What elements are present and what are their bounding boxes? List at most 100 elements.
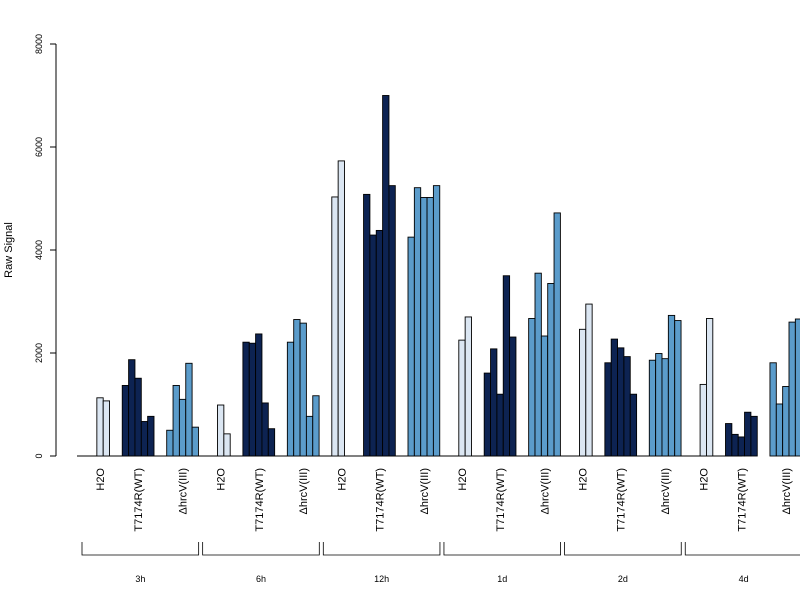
bar <box>483 372 492 457</box>
bars <box>77 95 800 457</box>
time-bracket <box>81 542 200 556</box>
y-tick-label: 4000 <box>34 240 44 260</box>
bar <box>464 316 472 457</box>
bar <box>375 229 384 457</box>
time-label: 4d <box>739 574 749 584</box>
time-bracket <box>443 542 561 556</box>
bar <box>623 356 631 457</box>
condition-label: T7174R(WT) <box>133 468 145 532</box>
bar <box>331 196 339 457</box>
bar <box>363 193 371 457</box>
bar <box>293 319 301 457</box>
bar <box>674 320 682 457</box>
condition-label: H2O <box>578 468 590 491</box>
bar <box>305 415 314 457</box>
bar <box>502 275 511 457</box>
bar <box>458 339 466 457</box>
time-bracket <box>684 542 800 556</box>
bar <box>255 333 263 457</box>
time-label: 6h <box>256 574 266 584</box>
condition-label: ΔhrcV(III) <box>419 468 431 514</box>
bar <box>553 212 561 457</box>
bar <box>534 272 542 457</box>
bar <box>382 95 390 457</box>
y-axis: 0 2000 4000 6000 8000 <box>34 34 57 459</box>
time-label: 2d <box>618 574 628 584</box>
y-axis-title: Raw Signal <box>3 222 15 278</box>
bar <box>286 341 295 457</box>
bar <box>413 187 422 457</box>
condition-label: ΔhrcV(III) <box>660 468 672 514</box>
x-axis-labels: H2O T7174R(WT) ΔhrcV(III) H2O T7174R(WT) Δhrc… <box>95 468 793 532</box>
bar <box>337 160 345 457</box>
condition-label: T7174R(WT) <box>736 468 748 532</box>
bar <box>629 393 638 457</box>
time-bracket <box>322 542 441 556</box>
bar <box>420 197 428 457</box>
bar <box>699 383 707 457</box>
condition-label: T7174R(WT) <box>616 468 628 532</box>
time-label: 3h <box>135 574 145 584</box>
bar <box>223 433 231 457</box>
bar <box>528 318 536 457</box>
bar <box>794 318 800 457</box>
bar <box>248 342 257 457</box>
time-bracket <box>202 542 320 556</box>
bar <box>172 384 180 457</box>
condition-label: ΔhrcV(III) <box>781 468 793 514</box>
bar <box>579 328 587 457</box>
condition-label: T7174R(WT) <box>495 468 507 532</box>
condition-label: T7174R(WT) <box>374 468 386 532</box>
bar <box>648 359 657 457</box>
bar <box>407 236 415 457</box>
bar <box>490 348 498 457</box>
bar <box>312 395 320 457</box>
bar <box>242 341 250 457</box>
condition-label: H2O <box>457 468 469 491</box>
condition-label: H2O <box>216 468 228 491</box>
bar <box>96 397 104 457</box>
bar <box>706 318 714 457</box>
bar <box>299 322 307 457</box>
bar <box>769 362 777 457</box>
bar <box>509 336 517 457</box>
bar <box>178 398 187 457</box>
y-tick-label: 0 <box>34 453 44 458</box>
bar <box>496 393 504 457</box>
bar <box>134 377 142 457</box>
bar <box>102 400 110 457</box>
bar <box>667 314 676 457</box>
bar <box>744 411 752 457</box>
bar <box>432 185 441 457</box>
time-label: 1d <box>497 574 507 584</box>
bar <box>610 338 619 457</box>
bar <box>267 428 276 457</box>
bar <box>585 303 593 457</box>
bar <box>604 362 612 457</box>
bar <box>540 335 549 457</box>
y-tick-label: 2000 <box>34 343 44 363</box>
bar <box>731 433 739 457</box>
bar <box>140 421 149 457</box>
time-label: 12h <box>374 574 389 584</box>
bar <box>661 358 669 457</box>
bar <box>185 362 193 457</box>
bar <box>388 185 396 457</box>
condition-label: T7174R(WT) <box>254 468 266 532</box>
bar <box>750 415 758 457</box>
bar <box>166 429 174 457</box>
bar <box>128 359 136 457</box>
bar <box>617 347 625 457</box>
bar <box>782 386 790 457</box>
bar <box>737 436 746 457</box>
bar <box>217 404 225 457</box>
condition-label: ΔhrcV(III) <box>178 468 190 514</box>
bar <box>725 423 733 457</box>
time-bracket <box>564 542 682 556</box>
condition-label: ΔhrcV(III) <box>540 468 552 514</box>
bar <box>426 197 434 457</box>
bar <box>547 283 555 457</box>
condition-label: H2O <box>698 468 710 491</box>
bar <box>655 353 663 457</box>
